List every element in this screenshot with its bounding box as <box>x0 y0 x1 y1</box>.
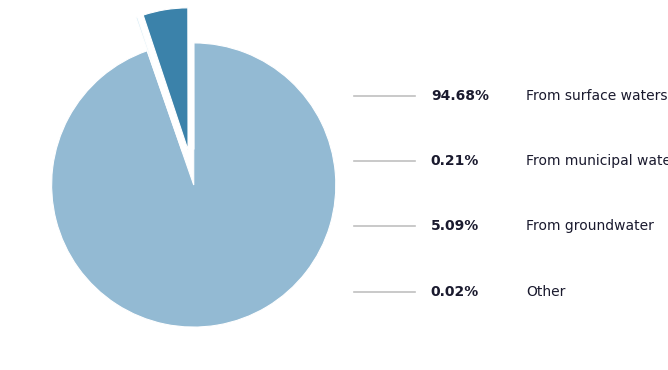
Text: 94.68%: 94.68% <box>431 89 489 103</box>
Text: From municipal waters: From municipal waters <box>526 154 668 168</box>
Text: 5.09%: 5.09% <box>431 219 479 233</box>
Text: From groundwater: From groundwater <box>526 219 654 233</box>
Text: 0.02%: 0.02% <box>431 285 479 299</box>
Wedge shape <box>143 8 188 150</box>
Wedge shape <box>51 43 336 327</box>
Text: Other: Other <box>526 285 566 299</box>
Text: 0.21%: 0.21% <box>431 154 479 168</box>
Text: From surface waters: From surface waters <box>526 89 667 103</box>
Wedge shape <box>136 17 182 151</box>
